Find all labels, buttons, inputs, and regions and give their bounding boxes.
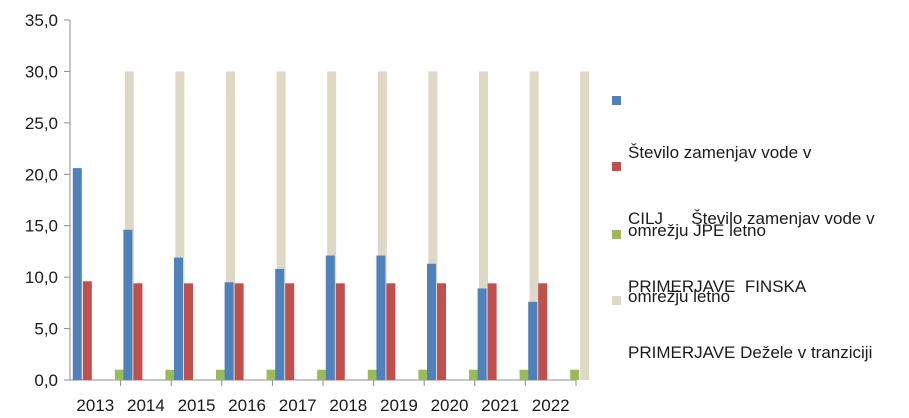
bar-2015-series-0 [174,257,183,380]
bar-2013-series-1 [82,281,92,380]
bar-2016-series-1 [234,283,244,380]
y-tick-label: 10,0 [25,268,58,287]
bar-2021-series-2 [519,369,529,380]
bar-2015-series-1 [184,283,193,380]
bar-2014-series-2 [165,369,175,380]
bar-2020-series-1 [437,283,446,380]
y-tick-label: 30,0 [25,62,58,81]
bar-2020-series-2 [469,369,478,380]
x-tick-label-2015: 2015 [178,396,216,415]
x-tick-label-2021: 2021 [481,396,519,415]
bar-2013-series-0 [72,168,82,380]
bar-2019-series-0 [376,255,386,380]
y-tick-label: 35,0 [25,11,58,30]
bar-2021-series-1 [487,283,497,380]
bar-2018-series-3 [377,71,387,380]
bar-2022-series-3 [580,71,590,380]
bar-2018-series-1 [335,283,345,380]
bar-2022-series-1 [538,283,548,380]
bar-2015-series-2 [216,369,225,380]
bar-2014-series-1 [133,283,143,380]
bar-2016-series-3 [276,71,286,380]
bar-2019-series-3 [428,71,438,380]
bar-2014-series-0 [123,229,133,380]
x-tick-label-2016: 2016 [228,396,266,415]
x-tick-label-2020: 2020 [431,396,469,415]
bar-2017-series-0 [275,268,285,380]
y-tick-label: 20,0 [25,165,58,184]
bar-2013-series-3 [124,71,134,380]
x-tick-label-2022: 2022 [532,396,570,415]
bar-2020-series-3 [479,71,488,380]
bar-2014-series-3 [175,71,185,380]
y-tick-label: 5,0 [34,320,58,339]
x-tick-label-2014: 2014 [127,396,165,415]
chart-ticks: 0,0 5,0 10,0 15,0 20,0 25,0 30,0 35,0 2013 2014 20… [25,11,577,415]
bar-2013-series-2 [114,369,124,380]
x-tick-label-2018: 2018 [329,396,367,415]
chart-bars [72,71,590,380]
bar-2021-series-0 [477,288,487,380]
bar-2017-series-1 [285,283,295,380]
bar-2021-series-3 [529,71,539,380]
x-tick-label-2019: 2019 [380,396,418,415]
bar-2017-series-2 [317,369,327,380]
bar-2016-series-0 [224,282,234,380]
y-tick-label: 15,0 [25,217,58,236]
bar-2020-series-0 [427,263,436,380]
bar-2016-series-2 [266,369,276,380]
chart-axes [69,20,576,381]
bar-2015-series-3 [226,71,235,380]
bar-2022-series-2 [570,369,580,380]
bar-2018-series-2 [367,369,377,380]
bar-2018-series-0 [325,255,335,380]
bar-2022-series-0 [528,301,538,380]
y-tick-label: 25,0 [25,114,58,133]
x-tick-label-2013: 2013 [76,396,114,415]
y-tick-label: 0,0 [34,371,58,390]
bar-2019-series-1 [386,283,396,380]
x-tick-label-2017: 2017 [279,396,317,415]
bar-2017-series-3 [327,71,337,380]
bar-2019-series-2 [418,369,428,380]
